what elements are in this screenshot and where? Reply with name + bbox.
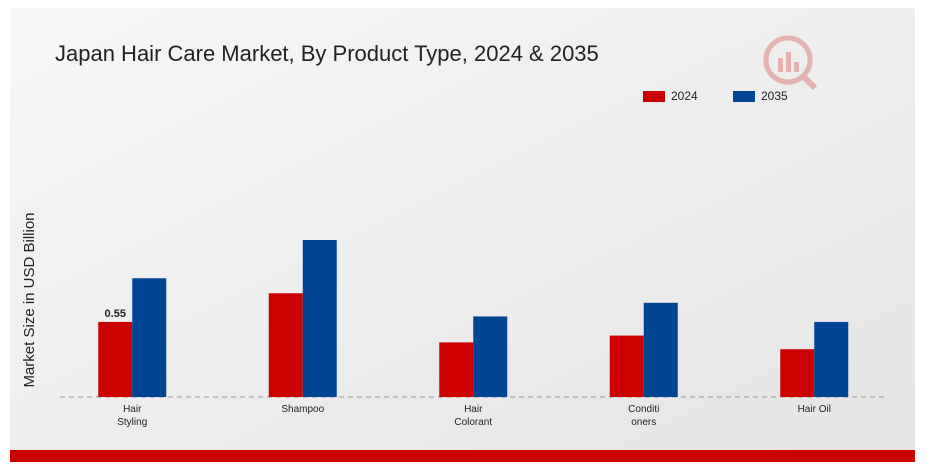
x-tick-label: Conditi oners <box>628 404 659 428</box>
bar <box>473 316 508 397</box>
bar <box>609 335 644 397</box>
bar <box>268 293 303 397</box>
data-label: 0.55 <box>105 308 126 320</box>
watermark-logo <box>763 35 818 91</box>
footer-bar <box>10 450 915 462</box>
bar <box>780 349 815 397</box>
chart-title: Japan Hair Care Market, By Product Type,… <box>55 41 599 66</box>
x-tick-label: Hair Oil <box>798 404 831 415</box>
legend-swatch <box>733 91 755 102</box>
bar <box>643 302 678 397</box>
bar <box>302 240 337 397</box>
legend-swatch <box>643 91 665 102</box>
x-tick-label: Hair Colorant <box>454 404 492 428</box>
legend-label: 2035 <box>761 89 788 103</box>
x-tick-label: Hair Styling <box>117 404 147 428</box>
bar <box>132 278 167 397</box>
legend-label: 2024 <box>671 89 698 103</box>
bar <box>814 321 849 397</box>
y-axis-label: Market Size in USD Billion <box>21 212 38 387</box>
bar <box>439 342 474 397</box>
bar <box>98 321 133 397</box>
x-tick-label: Shampoo <box>281 404 324 415</box>
